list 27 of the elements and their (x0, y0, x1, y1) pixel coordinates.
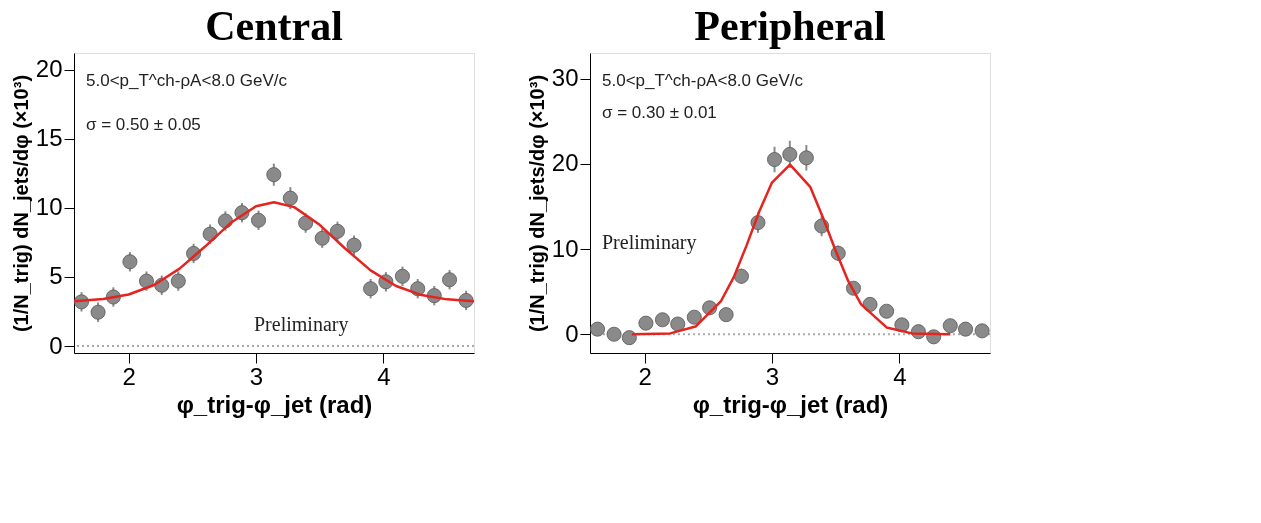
x-tick-label: 3 (765, 362, 780, 390)
chart-title: Peripheral (694, 3, 886, 49)
y-tick-label: 15 (35, 124, 63, 152)
y-tick-label: 10 (551, 234, 579, 262)
y-tick-label: 20 (35, 55, 63, 83)
y-tick-label: 0 (565, 319, 579, 347)
annotation: Preliminary (602, 231, 697, 254)
y-tick-label: 20 (551, 149, 579, 177)
x-axis-title: φ_trig-φ_jet (rad) (176, 390, 373, 418)
x-tick-label: 2 (122, 362, 136, 390)
annotation: Preliminary (254, 313, 349, 336)
x-tick-label: 3 (249, 362, 264, 390)
y-axis-title: (1/N_trig) dN_jets/dφ (×10³) (525, 74, 548, 333)
chart-title: Central (205, 3, 343, 49)
y-tick-label: 10 (35, 193, 63, 221)
x-tick-label: 2 (638, 362, 652, 390)
y-tick-label: 30 (551, 64, 579, 92)
y-tick-label: 0 (49, 331, 63, 359)
y-tick-label: 5 (49, 262, 63, 290)
x-tick-label: 4 (377, 362, 391, 390)
y-axis-title: (1/N_trig) dN_jets/dφ (×10³) (9, 74, 32, 333)
annotation: σ = 0.50 ± 0.05 (86, 115, 201, 134)
annotation: 5.0<p_T^ch-ρA<8.0 GeV/c (86, 71, 288, 90)
x-tick-label: 4 (893, 362, 907, 390)
x-axis-title: φ_trig-φ_jet (rad) (692, 390, 889, 418)
annotation: σ = 0.30 ± 0.01 (602, 103, 717, 122)
annotation: 5.0<p_T^ch-ρA<8.0 GeV/c (602, 71, 804, 90)
